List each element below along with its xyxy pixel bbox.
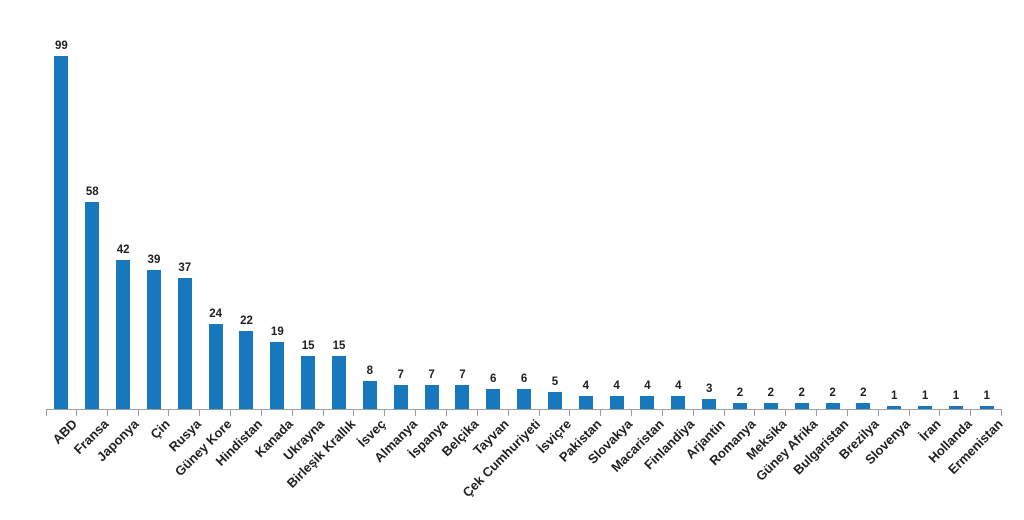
value-label: 39	[147, 253, 161, 266]
bar	[918, 406, 933, 410]
value-label: 6	[520, 372, 528, 385]
bar-column: 2 Brezilya	[836, 0, 882, 520]
bar	[486, 389, 501, 410]
value-label: 2	[798, 386, 805, 399]
value-label: 2	[860, 386, 867, 399]
bar-column: 4 Macaristan	[608, 0, 667, 520]
bar-column: 4 Pakistan	[556, 0, 604, 520]
bar-column: 2 Bulgaristan	[790, 0, 851, 520]
bar-column: 24 Güney Kore	[172, 0, 235, 520]
bar	[208, 324, 223, 410]
value-label: 2	[767, 386, 775, 399]
value-label: 2	[736, 386, 744, 399]
bar	[301, 356, 316, 410]
bar	[54, 56, 69, 410]
value-label: 1	[952, 389, 960, 402]
value-label: 99	[55, 39, 68, 52]
bar	[794, 403, 809, 410]
bar	[887, 406, 902, 410]
bar-column: 3 Arjantin	[683, 0, 728, 520]
bar-column: 39 Çin	[139, 0, 173, 520]
bar-column: 7 Almanya	[371, 0, 420, 520]
bar	[85, 202, 100, 410]
bar-column: 1 İran	[910, 0, 943, 520]
value-label: 1	[983, 389, 990, 402]
plot-area: 99 ABD 58 Fransa 42 Japonya 39 Çin 37 Rusya 24 Güne…	[46, 0, 1006, 520]
bar	[856, 403, 871, 410]
bar-column: 6 Tayvan	[471, 0, 513, 520]
value-label: 6	[490, 372, 497, 385]
value-label: 7	[428, 368, 435, 381]
value-label: 1	[891, 389, 898, 402]
bar	[270, 342, 285, 410]
bar-column: 99 ABD	[46, 0, 80, 520]
bar	[763, 403, 778, 410]
x-axis-line	[46, 409, 1002, 410]
bar-column: 6 Çek Cumhuriyeti	[459, 0, 543, 520]
bar-column: 8 İsveç	[354, 0, 389, 520]
value-label: 15	[301, 339, 315, 352]
bar-column: 4 Finlandiya	[641, 0, 697, 520]
bar	[547, 392, 562, 410]
bar-column: 37 Rusya	[165, 0, 203, 520]
bar	[609, 396, 624, 410]
value-label: 4	[613, 379, 620, 392]
value-label: 15	[332, 339, 346, 352]
bar	[239, 331, 254, 410]
value-label: 4	[582, 379, 589, 392]
value-label: 58	[85, 185, 99, 198]
bar-column: 22 Hindistan	[213, 0, 265, 520]
bar	[702, 399, 717, 410]
bar	[948, 406, 963, 410]
value-label: 2	[829, 386, 836, 399]
bar-column: 2 Romanya	[707, 0, 759, 520]
bar-column: 1 Slovenya	[862, 0, 913, 520]
bar	[116, 260, 131, 410]
bar	[332, 356, 347, 410]
value-label: 3	[705, 382, 713, 395]
value-label: 37	[178, 261, 192, 274]
bar-column: 1 Ermenistan	[945, 0, 1006, 520]
value-label: 4	[644, 379, 651, 392]
bar-column: 58 Fransa	[70, 0, 111, 520]
bar	[517, 389, 532, 410]
bar	[455, 385, 470, 410]
bar	[424, 385, 439, 410]
bar	[979, 406, 994, 410]
value-label: 24	[209, 307, 223, 320]
value-label: 7	[459, 368, 466, 381]
value-label: 7	[397, 368, 404, 381]
bar-column: 42 Japonya	[94, 0, 142, 520]
bar-column: 1 Hollanda	[925, 0, 974, 520]
value-label: 1	[921, 389, 929, 402]
value-label: 5	[551, 375, 559, 388]
bar	[177, 278, 192, 410]
bar	[825, 403, 840, 410]
bar	[393, 385, 408, 410]
value-label: 8	[366, 364, 374, 377]
bar-column: 7 İspanya	[406, 0, 451, 520]
bar	[578, 396, 593, 410]
bar-column: 15 Birleşik Krallık	[283, 0, 357, 520]
value-label: 22	[240, 314, 253, 327]
bar-column: 15 Ukrayna	[280, 0, 327, 520]
bar	[732, 403, 747, 410]
value-label: 4	[675, 379, 682, 392]
bar-column: 2 Güney Afrika	[753, 0, 820, 520]
bar	[362, 381, 377, 410]
bar-column: 4 Slovakya	[585, 0, 635, 520]
bar-column: 7 Belçika	[438, 0, 481, 520]
bar-column: 2 Meksika	[743, 0, 789, 520]
bar	[640, 396, 655, 410]
bar	[671, 396, 686, 410]
bar-column: 19 Kanada	[252, 0, 296, 520]
bar-column: 5 İsviçre	[534, 0, 574, 520]
bar	[146, 270, 161, 410]
value-label: 19	[270, 325, 284, 338]
value-label: 42	[116, 243, 130, 256]
